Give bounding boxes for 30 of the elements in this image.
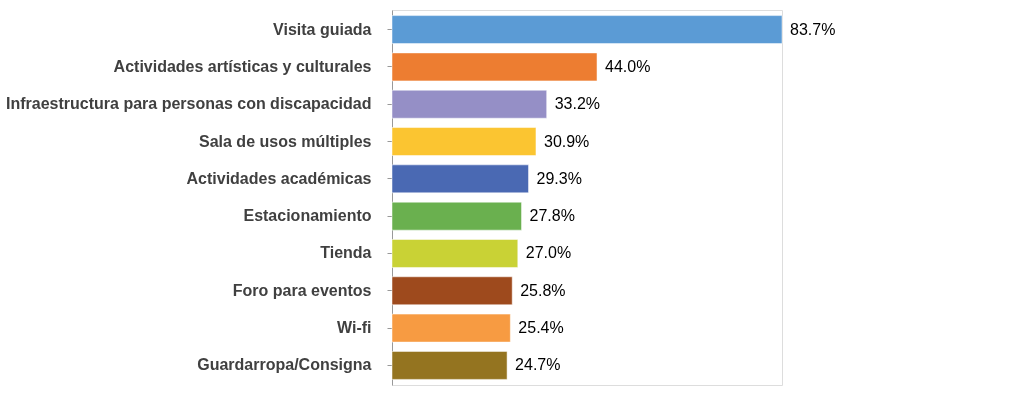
y-tick-label: Estacionamiento <box>243 207 372 225</box>
data-label: 83.7% <box>790 20 836 38</box>
bar <box>391 164 529 194</box>
bar <box>391 89 547 119</box>
y-tick-label: Actividades académicas <box>186 169 372 187</box>
y-tick-label: Wi-fi <box>336 319 372 337</box>
data-label: 24.7% <box>515 356 561 374</box>
bar <box>391 52 598 82</box>
bar <box>391 239 519 268</box>
data-label: 27.8% <box>529 207 575 225</box>
y-tick-label: Infraestructura para personas con discapacidad <box>6 95 372 113</box>
bar <box>391 351 508 380</box>
y-tick-label: Foro para eventos <box>232 281 372 299</box>
data-label: 44.0% <box>605 57 651 75</box>
bar <box>391 276 513 306</box>
y-tick-label: Actividades artísticas y culturales <box>113 57 372 75</box>
y-tick-label: Guardarropa/Consigna <box>197 356 372 374</box>
bar <box>391 201 522 231</box>
bar <box>391 313 511 343</box>
data-label: 29.3% <box>536 169 582 187</box>
data-label: 30.9% <box>543 132 590 150</box>
data-label: 25.8% <box>520 281 566 299</box>
y-tick-label: Sala de usos múltiples <box>199 132 372 150</box>
bar <box>391 15 783 44</box>
y-tick-label: Tienda <box>320 244 372 262</box>
bar <box>391 127 537 156</box>
data-label: 33.2% <box>554 95 601 113</box>
data-label: 27.0% <box>525 244 572 262</box>
data-label: 25.4% <box>518 319 564 337</box>
y-tick-label: Visita guiada <box>273 20 372 38</box>
